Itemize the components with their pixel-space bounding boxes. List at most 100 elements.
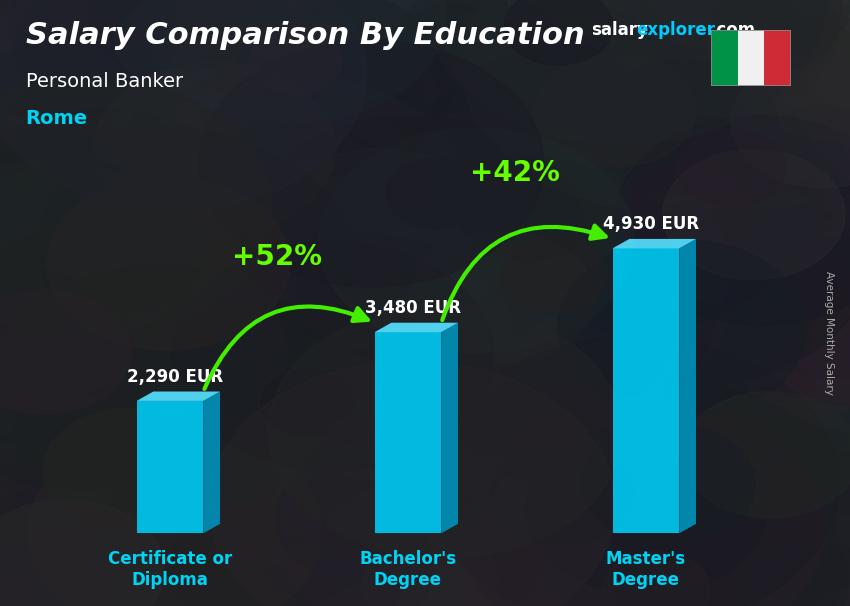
- Circle shape: [98, 431, 418, 606]
- Circle shape: [0, 304, 188, 535]
- Circle shape: [426, 0, 826, 182]
- Circle shape: [464, 442, 742, 606]
- Circle shape: [36, 0, 263, 133]
- Circle shape: [268, 204, 502, 372]
- Circle shape: [309, 291, 487, 418]
- Circle shape: [63, 292, 421, 547]
- Circle shape: [215, 105, 354, 205]
- Circle shape: [700, 13, 850, 136]
- Circle shape: [192, 209, 490, 422]
- Circle shape: [530, 276, 733, 421]
- Circle shape: [273, 0, 582, 197]
- Circle shape: [428, 105, 840, 399]
- Circle shape: [394, 427, 768, 606]
- Circle shape: [192, 0, 454, 176]
- Circle shape: [0, 0, 178, 146]
- Circle shape: [610, 383, 756, 487]
- Circle shape: [0, 161, 203, 338]
- Circle shape: [685, 456, 850, 606]
- Circle shape: [171, 471, 433, 606]
- Circle shape: [110, 462, 230, 547]
- Circle shape: [95, 525, 269, 606]
- Circle shape: [297, 512, 541, 606]
- Circle shape: [337, 112, 729, 391]
- Circle shape: [473, 327, 750, 525]
- Circle shape: [42, 467, 175, 561]
- Circle shape: [650, 325, 850, 477]
- Circle shape: [640, 0, 850, 77]
- Circle shape: [220, 235, 514, 444]
- Circle shape: [482, 453, 773, 606]
- Circle shape: [0, 62, 287, 282]
- Circle shape: [295, 155, 716, 455]
- Circle shape: [98, 290, 431, 528]
- Circle shape: [424, 0, 826, 144]
- Circle shape: [493, 486, 772, 606]
- Circle shape: [0, 126, 360, 425]
- Circle shape: [409, 231, 595, 364]
- Circle shape: [11, 193, 190, 320]
- Circle shape: [352, 195, 645, 404]
- Circle shape: [0, 444, 310, 606]
- Circle shape: [19, 35, 394, 302]
- Circle shape: [0, 122, 270, 418]
- Circle shape: [0, 445, 322, 606]
- Circle shape: [0, 265, 133, 442]
- Circle shape: [188, 327, 552, 586]
- Circle shape: [301, 167, 553, 347]
- Circle shape: [0, 181, 159, 325]
- Circle shape: [0, 32, 309, 313]
- Circle shape: [0, 152, 84, 256]
- Circle shape: [41, 236, 383, 479]
- Circle shape: [429, 0, 755, 163]
- Text: +52%: +52%: [232, 243, 322, 271]
- Circle shape: [209, 361, 615, 606]
- Circle shape: [526, 423, 768, 595]
- Text: salary: salary: [591, 21, 648, 39]
- Text: Rome: Rome: [26, 109, 88, 128]
- Circle shape: [0, 108, 222, 273]
- Circle shape: [332, 144, 722, 421]
- Circle shape: [489, 107, 696, 254]
- Circle shape: [428, 337, 839, 606]
- Circle shape: [640, 9, 850, 224]
- Bar: [738, 30, 764, 86]
- Circle shape: [263, 429, 372, 507]
- Circle shape: [257, 26, 574, 252]
- Circle shape: [277, 413, 487, 563]
- Circle shape: [396, 149, 729, 387]
- Circle shape: [60, 428, 249, 562]
- Circle shape: [591, 400, 850, 606]
- Circle shape: [0, 0, 332, 142]
- Circle shape: [490, 442, 634, 545]
- Circle shape: [279, 443, 550, 606]
- Circle shape: [459, 398, 824, 606]
- Circle shape: [9, 0, 362, 156]
- Polygon shape: [375, 323, 458, 332]
- Circle shape: [1, 344, 125, 433]
- Circle shape: [302, 212, 690, 489]
- Circle shape: [582, 199, 850, 494]
- Circle shape: [458, 163, 595, 261]
- Circle shape: [519, 307, 664, 410]
- Circle shape: [0, 0, 332, 204]
- Text: Salary Comparison By Education: Salary Comparison By Education: [26, 21, 584, 50]
- Circle shape: [270, 0, 473, 130]
- Circle shape: [258, 271, 626, 533]
- Circle shape: [325, 483, 492, 602]
- Circle shape: [553, 243, 717, 360]
- Circle shape: [411, 444, 500, 507]
- Circle shape: [462, 0, 850, 211]
- Circle shape: [293, 0, 627, 196]
- Circle shape: [0, 436, 174, 606]
- Circle shape: [386, 158, 485, 229]
- Circle shape: [168, 310, 295, 401]
- Circle shape: [533, 430, 664, 524]
- Circle shape: [681, 348, 850, 571]
- Circle shape: [582, 422, 755, 545]
- Circle shape: [307, 156, 517, 307]
- Circle shape: [318, 473, 618, 606]
- Circle shape: [241, 116, 586, 362]
- Circle shape: [666, 0, 801, 79]
- Circle shape: [663, 150, 845, 279]
